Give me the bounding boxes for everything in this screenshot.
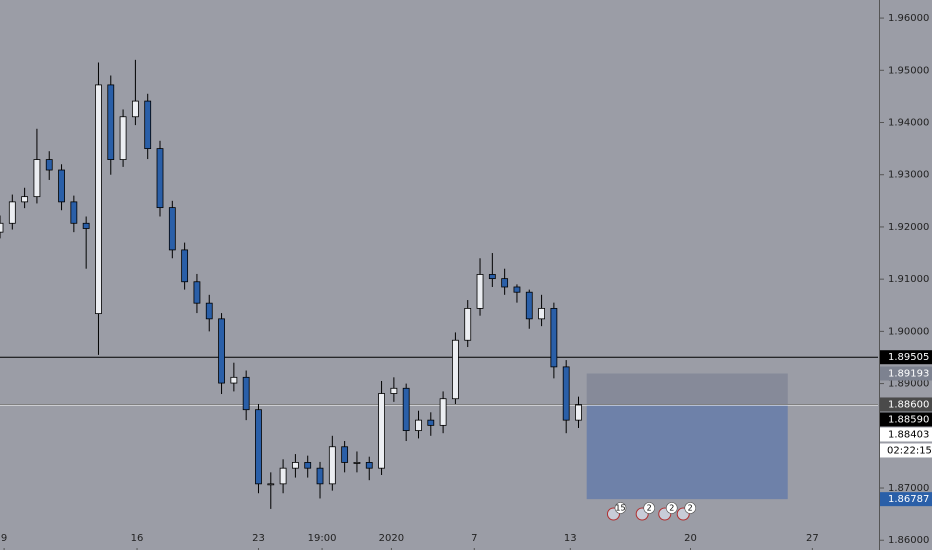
candle-body [267, 483, 275, 486]
price-label-bg [880, 412, 932, 427]
x-tick-label: 9 [1, 533, 7, 544]
candle-body [107, 84, 115, 160]
y-tick-label: 1.92000 [888, 222, 929, 233]
x-tick-label: 20 [684, 533, 697, 544]
candle-body [328, 446, 336, 485]
candle-body [402, 387, 410, 431]
y-tick-label: 1.94000 [888, 118, 929, 129]
price-label: 1.88590 [888, 414, 929, 425]
candle-body [488, 274, 496, 280]
y-tick-label: 1.96000 [888, 13, 929, 24]
candle-body [550, 307, 558, 368]
event-count-bg [665, 502, 678, 514]
price-label: 1.86787 [888, 494, 929, 505]
candle-body [95, 84, 102, 315]
candle-body [181, 249, 189, 283]
countdown: 02:22:15 [887, 445, 932, 456]
price-label-bg [880, 397, 932, 412]
y-tick-label: 1.86000 [888, 535, 929, 546]
candle-body [119, 116, 127, 160]
candle-body [70, 201, 78, 224]
candle-body [82, 222, 90, 229]
x-tick-label: 23 [252, 533, 265, 544]
candle-body [218, 318, 225, 384]
price-label: 1.88403 [888, 429, 929, 440]
candle-body [45, 159, 53, 171]
candle-body [452, 339, 459, 400]
candle-body [575, 404, 582, 421]
candle-body [427, 419, 435, 426]
x-tick-label: 7 [471, 533, 477, 544]
candle-body [378, 393, 385, 469]
x-tick-label: 13 [564, 533, 577, 544]
stop-zone [586, 373, 788, 405]
candle-body [230, 376, 238, 384]
price-label-bg [880, 366, 932, 381]
y-tick-label: 1.90000 [888, 326, 929, 337]
price-label: 1.88600 [888, 399, 929, 410]
candle-body [292, 462, 299, 469]
candle-body [562, 366, 570, 421]
candle-body [415, 419, 422, 431]
candle-body [131, 100, 139, 118]
price-label-bg [880, 350, 932, 365]
event-count-bg [643, 502, 655, 514]
event-count: 2 [647, 504, 652, 513]
candle-body [390, 387, 398, 394]
candle-body [33, 159, 41, 198]
x-tick-label: 16 [131, 533, 144, 544]
candle-body [156, 148, 164, 209]
candle-body [279, 467, 287, 485]
event-count-bg [684, 502, 697, 514]
x-tick-label: 27 [806, 533, 819, 544]
candle-body [476, 274, 484, 309]
y-tick-label: 1.95000 [888, 65, 929, 76]
candle-body [168, 207, 176, 251]
candle-body [0, 222, 4, 233]
y-tick-label: 1.87000 [888, 483, 929, 494]
candle-body [538, 307, 545, 320]
candle-body [464, 307, 472, 341]
x-tick-label: 2020 [379, 533, 404, 544]
candle-body [205, 302, 213, 320]
candle-body [365, 462, 373, 469]
candle-body [341, 446, 349, 463]
candle-body [242, 376, 250, 411]
candle-body [21, 196, 29, 203]
x-tick-label: 19:00 [308, 533, 337, 544]
price-label: 1.89505 [888, 352, 929, 363]
event-count: 2 [688, 504, 693, 513]
candle-body [353, 462, 361, 464]
candle-body [144, 100, 152, 150]
candle-body [316, 467, 324, 485]
event-count: 15 [615, 504, 625, 513]
candle-body [193, 281, 201, 304]
event-count-bg [614, 502, 627, 514]
price-label-bg [880, 492, 932, 507]
countdown-bg [880, 443, 932, 458]
y-tick-label: 1.89000 [888, 379, 929, 390]
candle-body [439, 398, 447, 426]
candle-body [58, 169, 65, 203]
candle-body [8, 201, 16, 224]
candle-body [501, 278, 509, 288]
candle-body [255, 409, 262, 485]
candle-body [525, 291, 533, 320]
candle-body [513, 286, 521, 293]
y-tick-label: 1.93000 [888, 170, 929, 181]
target-zone [586, 404, 788, 500]
candle-body [304, 462, 312, 469]
price-label-bg [880, 427, 932, 442]
event-count: 2 [669, 504, 674, 513]
price-label: 1.89193 [888, 369, 929, 380]
y-tick-label: 1.91000 [888, 274, 929, 285]
